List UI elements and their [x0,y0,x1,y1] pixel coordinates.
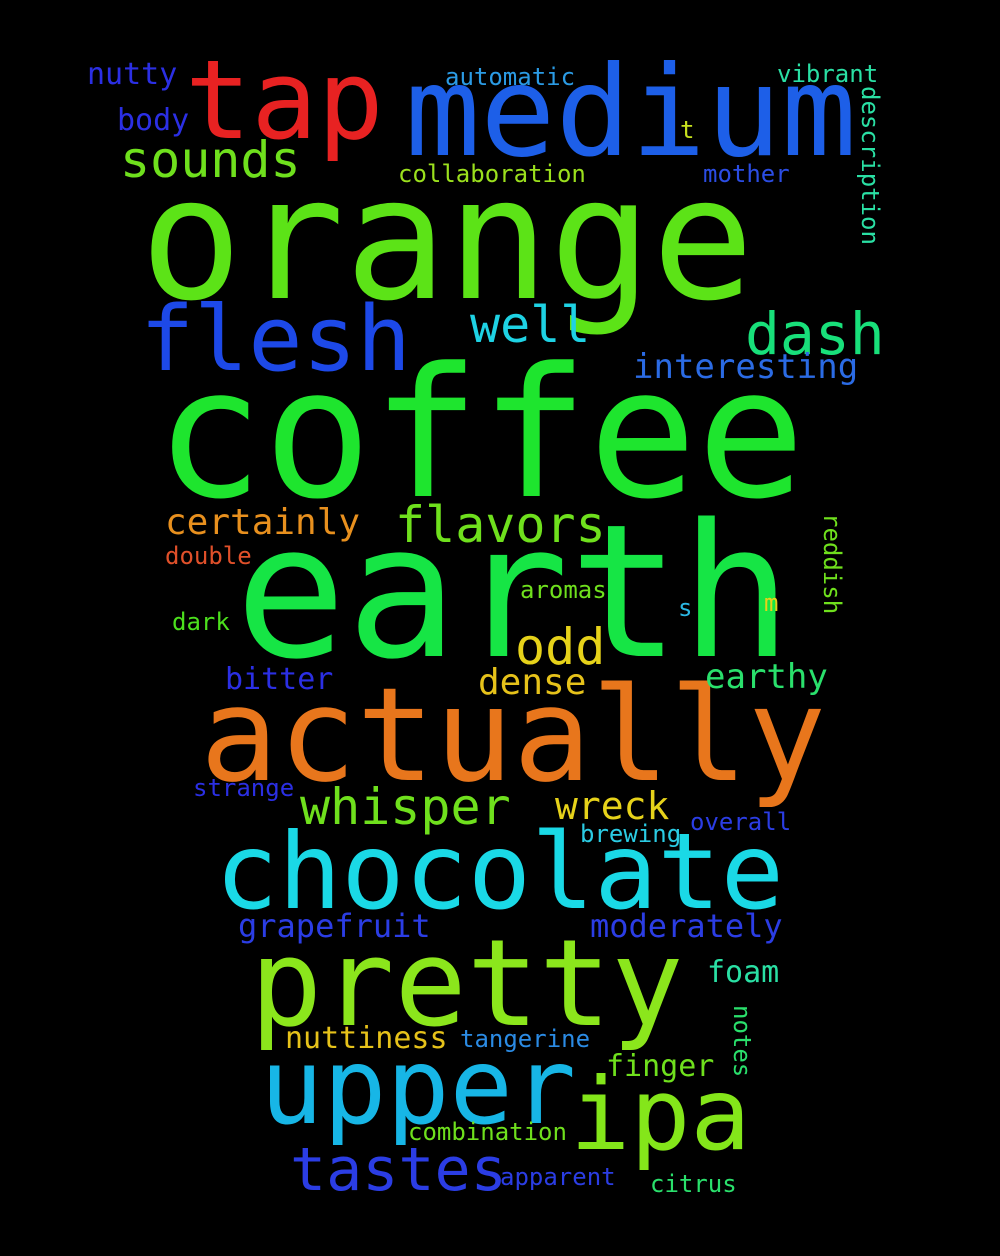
word-earth: earth [235,484,792,700]
word-earthy: earthy [705,657,828,697]
word-citrus: citrus [650,1170,737,1198]
word-t: t [680,116,695,144]
word-medium: medium [405,40,857,185]
word-moderately: moderately [590,907,783,945]
word-flavors: flavors [395,496,606,554]
word-tap: tap [185,36,384,164]
word-body: body [117,103,190,138]
word-wreck: wreck [555,784,670,828]
word-chocolate: chocolate [215,811,784,933]
word-mother: mother [703,160,790,188]
word-aromas: aromas [520,576,607,604]
word-interesting: interesting [633,347,859,387]
word-actually: actually [200,659,827,811]
word-vibrant: vibrant [777,60,879,88]
word-apparent: apparent [500,1163,616,1191]
word-dense: dense [478,662,587,703]
word-tangerine: tangerine [460,1025,591,1053]
word-reddish: reddish [818,513,846,615]
word-pretty: pretty [250,915,684,1054]
word-double: double [165,542,252,570]
word-m: m [764,589,779,617]
word-whisper: whisper [300,778,511,836]
word-grapefruit: grapefruit [238,907,431,945]
word-dash: dash [745,300,885,368]
word-finger: finger [606,1049,715,1084]
word-strange: strange [193,774,295,802]
word-well: well [470,296,591,354]
word-tastes: tastes [290,1135,507,1205]
word-s: s [678,594,693,622]
word-coffee: coffee [155,330,806,539]
word-dark: dark [172,608,230,636]
word-orange: orange [140,141,755,339]
word-flesh: flesh [140,287,411,392]
word-collaboration: collaboration [398,160,586,188]
word-certainly: certainly [165,502,361,543]
word-nutty: nutty [87,57,178,92]
word-ipa: ipa [570,1056,751,1173]
word-overall: overall [690,808,792,836]
word-description: description [856,86,884,245]
word-upper: upper [260,1026,577,1148]
word-automatic: automatic [445,63,576,91]
word-brewing: brewing [580,820,682,848]
word-foam: foam [707,955,780,990]
word-notes: notes [728,1005,756,1078]
word-bitter: bitter [225,662,334,697]
word-nuttiness: nuttiness [285,1021,448,1056]
word-odd: odd [515,618,606,676]
word-combination: combination [408,1118,567,1146]
word-sounds: sounds [120,131,301,189]
